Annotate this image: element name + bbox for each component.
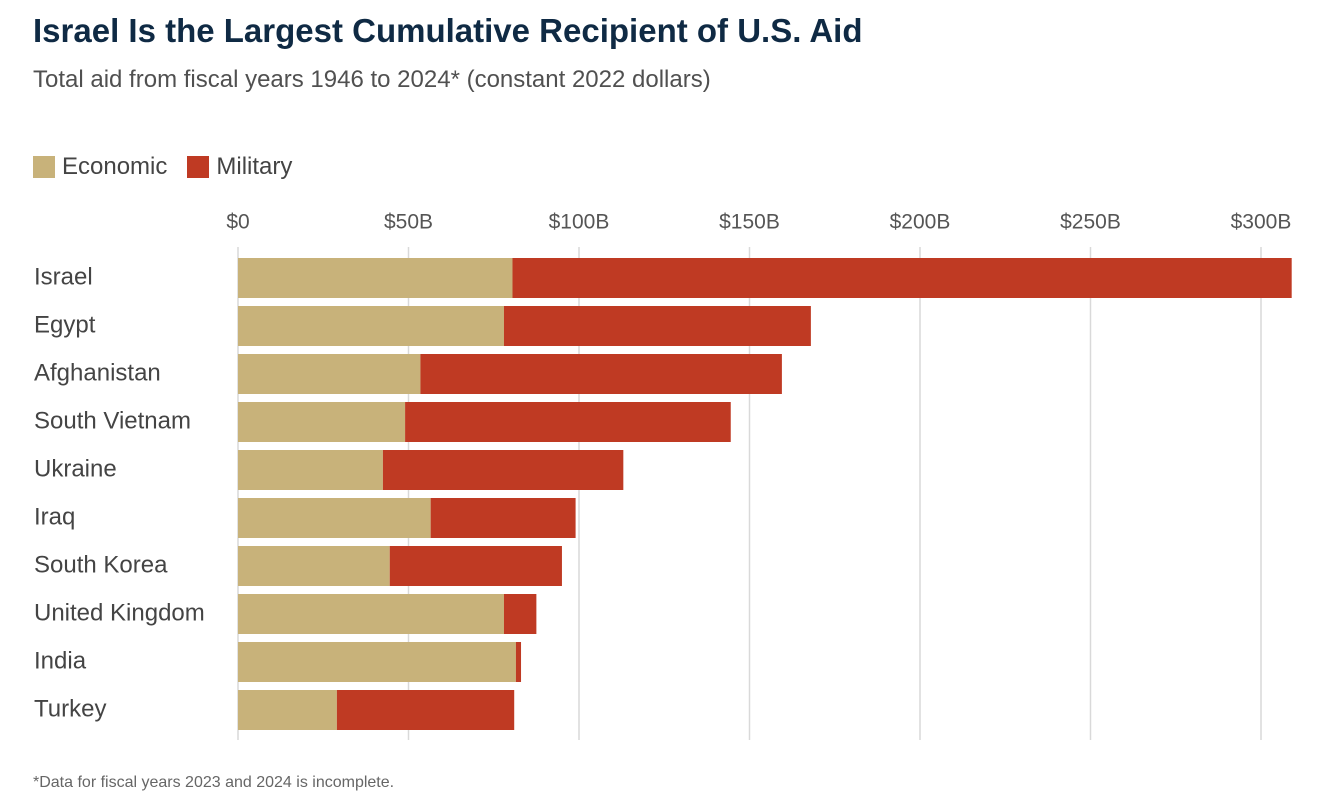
legend: Economic Military — [33, 152, 312, 182]
x-tick-label: $300B — [1231, 211, 1292, 234]
x-tick-label: $100B — [549, 211, 610, 234]
category-label: Turkey — [34, 695, 106, 722]
bar-military — [389, 546, 562, 586]
bar-military — [336, 690, 515, 730]
bar-economic — [238, 354, 421, 394]
bar-military — [515, 642, 522, 682]
bar-economic — [238, 546, 390, 586]
category-label: United Kingdom — [34, 599, 205, 626]
x-tick-label: $200B — [890, 211, 951, 234]
bar-military — [430, 498, 576, 538]
category-label: South Vietnam — [34, 407, 191, 434]
legend-label-economic: Economic — [62, 153, 168, 180]
category-label: India — [34, 647, 87, 674]
x-tick-label: $150B — [719, 211, 780, 234]
legend-swatch-economic — [33, 156, 55, 178]
category-label: Afghanistan — [34, 359, 161, 386]
category-label: Israel — [34, 263, 93, 290]
bar-military — [382, 450, 624, 490]
x-tick-label: $50B — [384, 211, 433, 234]
bar-economic — [238, 258, 513, 298]
category-label: Iraq — [34, 503, 75, 530]
chart-title: Israel Is the Largest Cumulative Recipie… — [33, 12, 863, 49]
legend-label-military: Military — [216, 153, 293, 180]
category-label: South Korea — [34, 551, 168, 578]
bar-economic — [238, 402, 406, 442]
bar-military — [503, 306, 811, 346]
bar-economic — [238, 306, 504, 346]
legend-item-economic: Economic — [33, 153, 167, 181]
bar-economic — [238, 642, 516, 682]
x-tick-label: $250B — [1060, 211, 1121, 234]
footnote: *Data for fiscal years 2023 and 2024 is … — [33, 774, 395, 791]
chart-subtitle: Total aid from fiscal years 1946 to 2024… — [33, 66, 711, 93]
category-label: Egypt — [34, 311, 96, 338]
bar-military — [420, 354, 782, 394]
bar-economic — [238, 450, 383, 490]
bar-economic — [238, 594, 504, 634]
bar-military — [512, 258, 1292, 298]
legend-swatch-military — [187, 156, 210, 178]
bar-economic — [238, 690, 337, 730]
bar-military — [405, 402, 731, 442]
x-tick-label: $0 — [226, 211, 249, 234]
legend-item-military: Military — [187, 153, 292, 181]
category-label: Ukraine — [34, 455, 117, 482]
bar-economic — [238, 498, 431, 538]
bar-military — [503, 594, 537, 634]
